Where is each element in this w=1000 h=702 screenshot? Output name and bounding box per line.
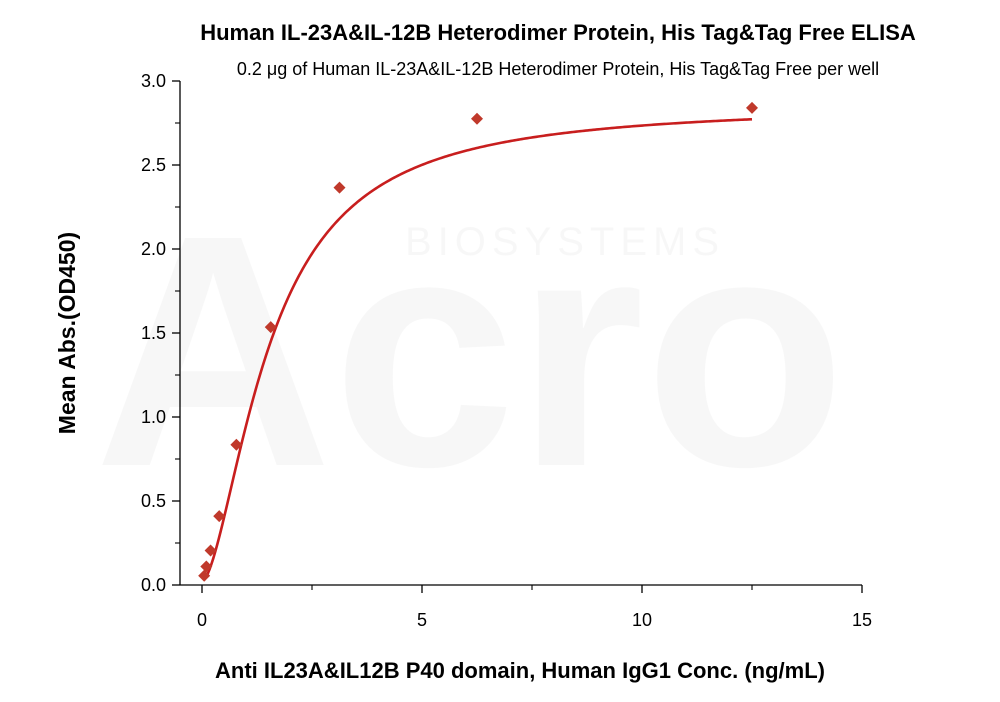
y-tick-label: 2.5	[141, 155, 166, 175]
chart-subtitle: 0.2 μg of Human IL-23A&IL-12B Heterodime…	[237, 59, 879, 79]
fit-curve-group	[203, 117, 753, 581]
data-point	[213, 510, 226, 523]
y-tick-label: 0.5	[141, 491, 166, 511]
y-axis-label: Mean Abs.(OD450)	[54, 232, 80, 434]
data-point	[204, 544, 217, 557]
svg-text:Acro: Acro	[94, 166, 846, 535]
y-tick-label: 2.0	[141, 239, 166, 259]
data-point	[200, 560, 213, 573]
x-tick-label: 15	[852, 610, 872, 630]
watermark-logo: BIOSYSTEMS Acro	[94, 166, 846, 535]
y-tick-label: 1.5	[141, 323, 166, 343]
y-tick-label: 3.0	[141, 71, 166, 91]
svg-text:BIOSYSTEMS: BIOSYSTEMS	[405, 220, 725, 264]
chart-title: Human IL-23A&IL-12B Heterodimer Protein,…	[200, 20, 916, 45]
axis-ticks: 0.0 0.5 1.0 1.5 2.0 2.5 3.0 0 5 10 15	[141, 71, 872, 630]
data-points	[198, 101, 758, 582]
x-axis-label: Anti IL23A&IL12B P40 domain, Human IgG1 …	[215, 658, 825, 683]
y-tick-label: 1.0	[141, 407, 166, 427]
y-tick-label: 0.0	[141, 575, 166, 595]
x-tick-label: 0	[197, 610, 207, 630]
data-point	[333, 181, 346, 194]
data-point	[264, 321, 277, 334]
data-point	[230, 438, 243, 451]
x-tick-label: 5	[417, 610, 427, 630]
x-tick-label: 10	[632, 610, 652, 630]
fit-curve	[203, 117, 753, 581]
data-point	[746, 101, 758, 114]
data-point	[471, 112, 483, 125]
data-point	[198, 569, 211, 582]
